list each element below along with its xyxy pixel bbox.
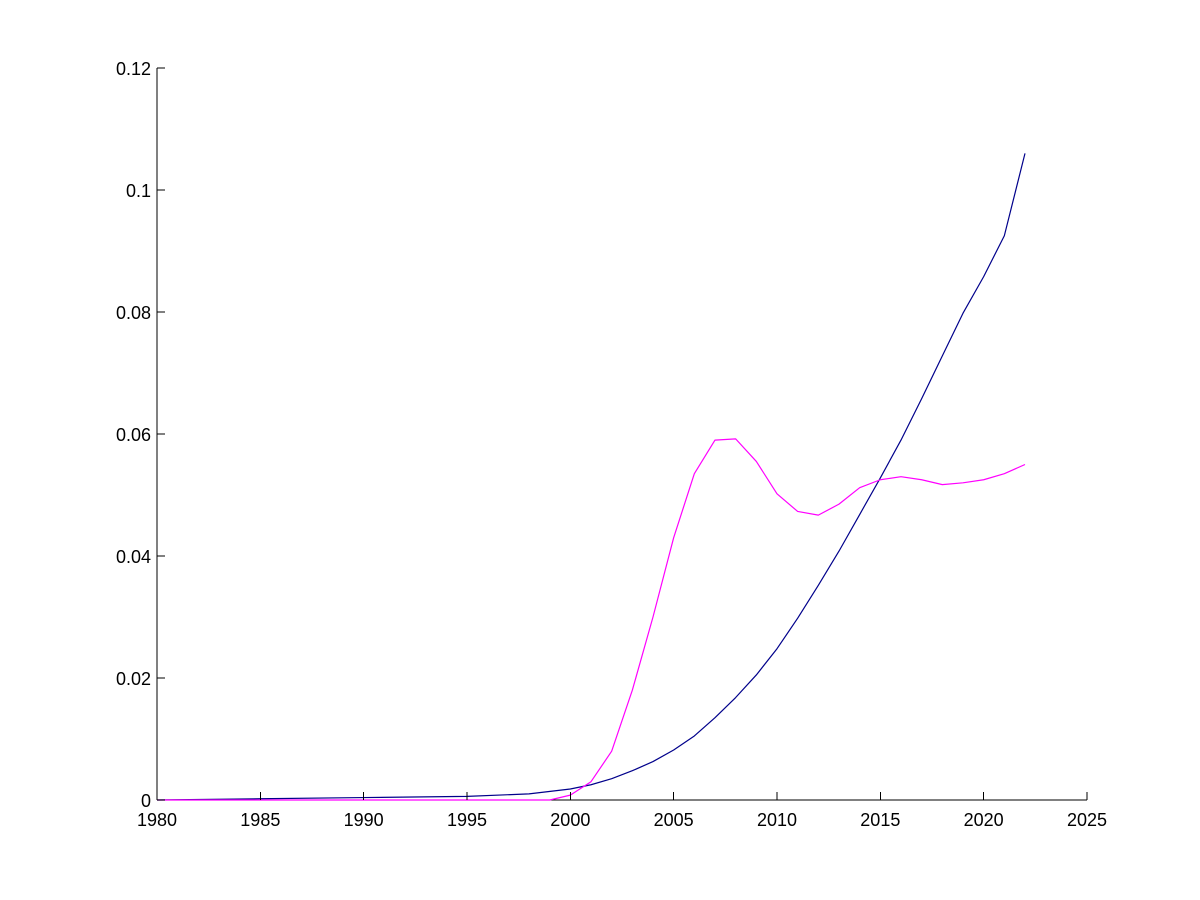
y-tick-label: 0.06 xyxy=(116,425,151,445)
y-tick-label: 0.08 xyxy=(116,303,151,323)
series-line-2 xyxy=(157,438,1026,801)
x-tick-label: 2020 xyxy=(964,810,1004,830)
y-tick-label: 0.04 xyxy=(116,547,151,567)
x-tick-label: 2010 xyxy=(757,810,797,830)
axes xyxy=(156,68,1087,801)
x-tick-label: 2005 xyxy=(654,810,694,830)
x-tick-label: 2015 xyxy=(860,810,900,830)
y-tick-label: 0.1 xyxy=(126,181,151,201)
x-tick-label: 1990 xyxy=(344,810,384,830)
y-axis-ticks: 0 0.02 0.04 0.06 0.08 0.1 0.12 xyxy=(116,59,165,811)
y-tick-label: 0.12 xyxy=(116,59,151,79)
y-tick-label: 0 xyxy=(141,791,151,811)
x-tick-label: 1995 xyxy=(447,810,487,830)
series-line-1 xyxy=(156,153,1026,801)
x-tick-label: 2000 xyxy=(550,810,590,830)
series-lines xyxy=(156,153,1026,801)
x-tick-label: 2025 xyxy=(1067,810,1107,830)
x-axis-ticks: 1980 1985 1990 1995 2000 2005 2010 2015 2020 2025 xyxy=(137,792,1107,830)
x-tick-label: 1985 xyxy=(240,810,280,830)
x-tick-label: 1980 xyxy=(137,810,177,830)
y-tick-label: 0.02 xyxy=(116,669,151,689)
